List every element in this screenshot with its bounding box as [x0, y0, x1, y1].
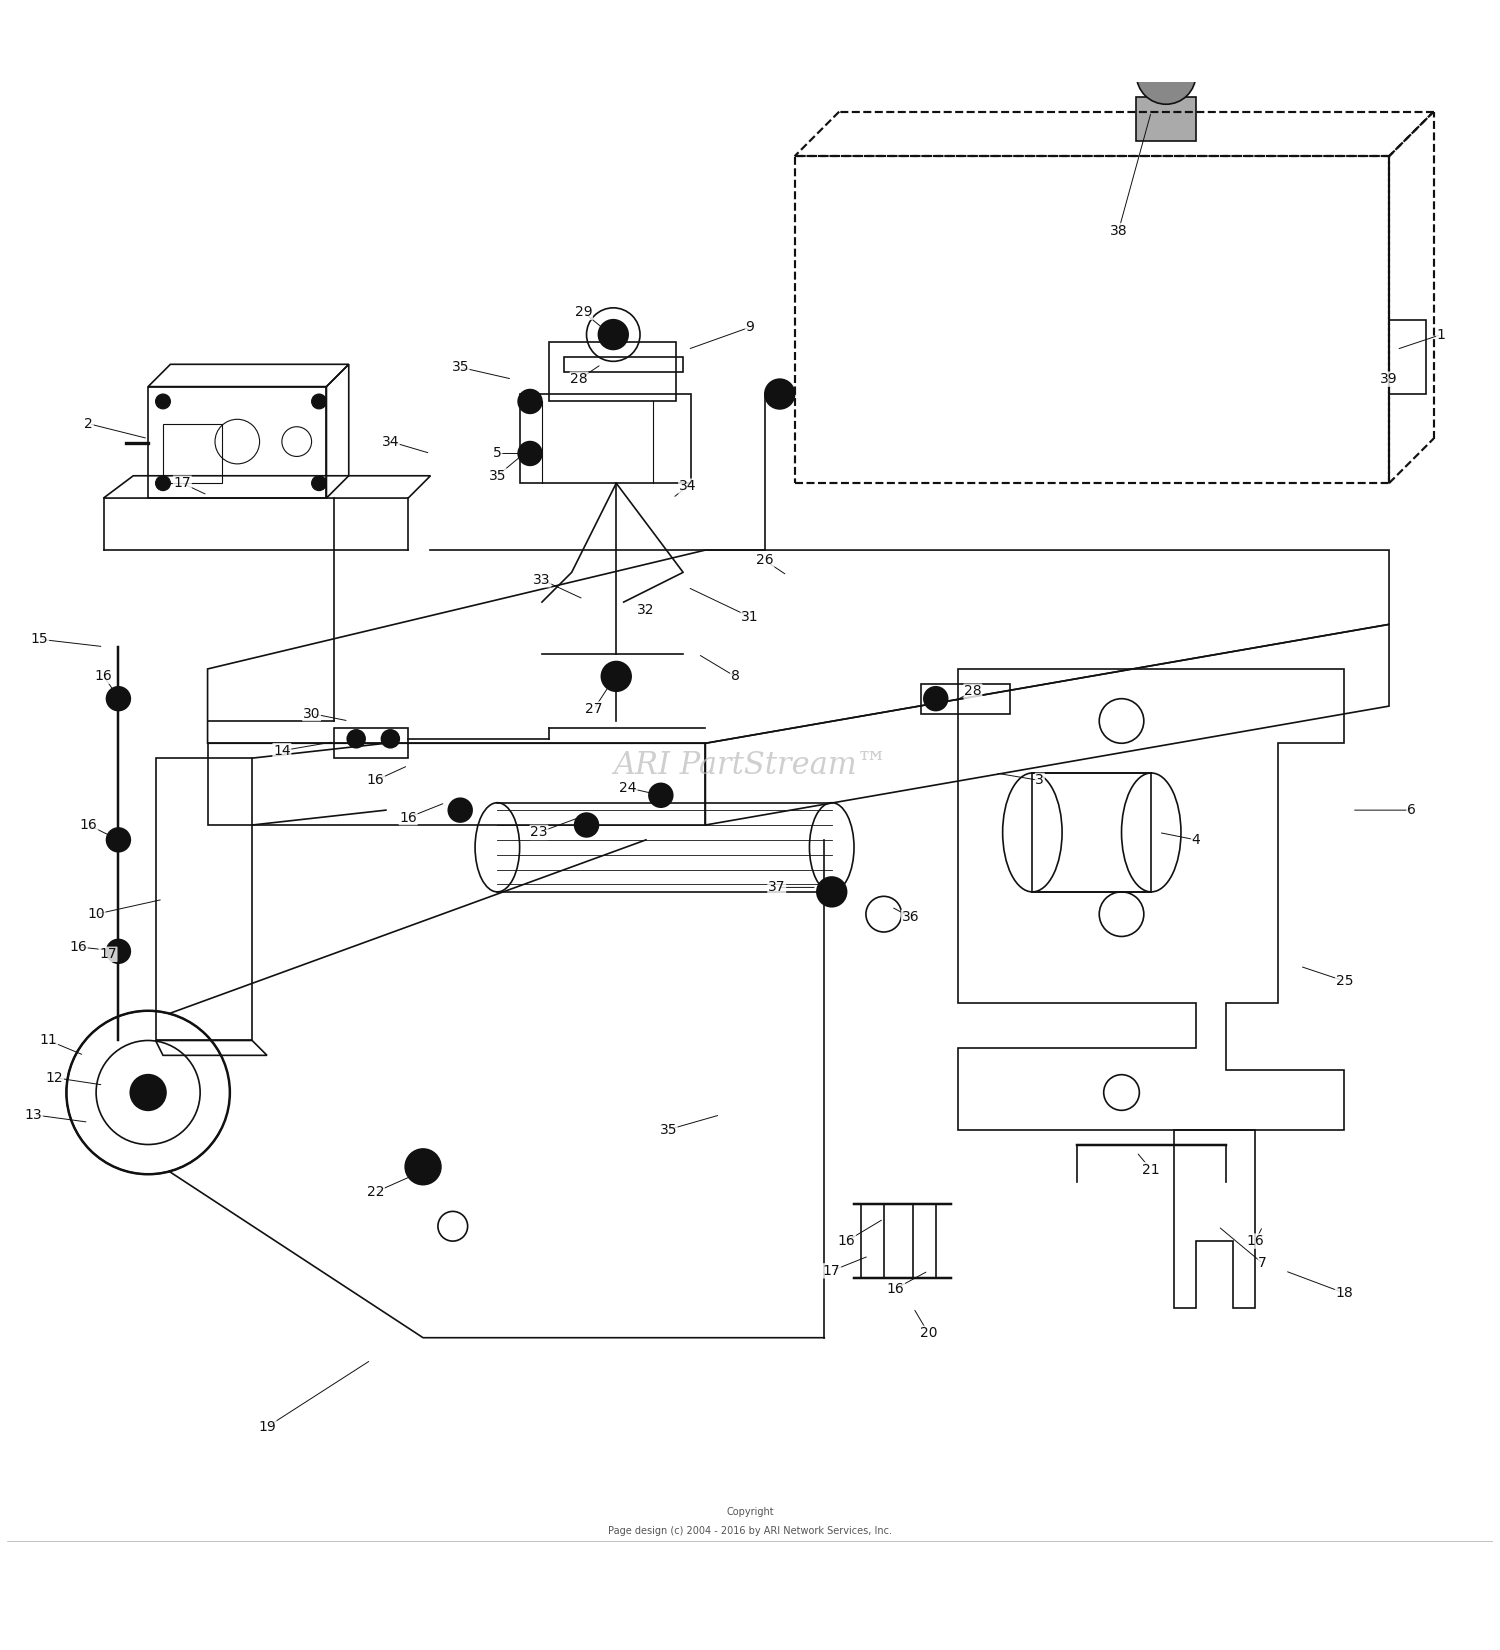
Circle shape	[448, 799, 472, 822]
Circle shape	[312, 394, 327, 409]
Text: 10: 10	[87, 908, 105, 921]
Text: 22: 22	[366, 1185, 384, 1200]
Text: 24: 24	[620, 780, 638, 795]
Circle shape	[312, 475, 327, 490]
Circle shape	[106, 939, 130, 964]
Text: 16: 16	[399, 810, 417, 825]
Bar	[519, 394, 690, 483]
Text: 35: 35	[489, 469, 506, 483]
Text: 26: 26	[756, 553, 774, 568]
Text: 5: 5	[494, 447, 501, 460]
Text: 28: 28	[570, 373, 588, 386]
Text: 31: 31	[741, 610, 759, 624]
Text: 9: 9	[746, 320, 754, 335]
Text: 34: 34	[680, 478, 696, 493]
Text: 20: 20	[920, 1327, 938, 1340]
Circle shape	[574, 813, 598, 837]
Text: 3: 3	[1035, 774, 1044, 787]
Text: Copyright: Copyright	[726, 1506, 774, 1516]
Text: 18: 18	[1335, 1285, 1353, 1300]
Text: 16: 16	[80, 818, 98, 832]
Circle shape	[381, 729, 399, 747]
Text: 38: 38	[1110, 223, 1128, 238]
Text: 16: 16	[366, 774, 384, 787]
Text: 7: 7	[1258, 1256, 1268, 1270]
Text: 16: 16	[1246, 1234, 1264, 1247]
Text: 32: 32	[638, 602, 654, 617]
Circle shape	[765, 380, 795, 409]
Bar	[921, 683, 1010, 713]
Circle shape	[518, 442, 542, 465]
Text: 34: 34	[381, 434, 399, 449]
Text: 16: 16	[94, 670, 112, 683]
Circle shape	[818, 878, 846, 908]
Text: 1: 1	[1437, 328, 1446, 342]
Text: 16: 16	[837, 1234, 855, 1247]
Text: 4: 4	[1191, 833, 1200, 846]
Text: 12: 12	[45, 1071, 63, 1084]
Text: 28: 28	[964, 685, 981, 698]
Circle shape	[1137, 45, 1196, 104]
Text: 35: 35	[660, 1122, 676, 1137]
Bar	[549, 342, 675, 401]
Text: 19: 19	[258, 1421, 276, 1434]
Text: 30: 30	[303, 706, 321, 721]
Circle shape	[924, 686, 948, 711]
Circle shape	[130, 1074, 166, 1110]
Circle shape	[156, 475, 171, 490]
Bar	[1137, 97, 1196, 142]
Circle shape	[156, 394, 171, 409]
Bar	[1389, 320, 1426, 394]
Text: 25: 25	[1335, 974, 1353, 988]
Text: 16: 16	[886, 1282, 904, 1295]
Text: ARI PartStream™: ARI PartStream™	[614, 751, 886, 780]
Text: 17: 17	[99, 947, 117, 962]
Text: 21: 21	[1143, 1163, 1160, 1176]
Circle shape	[405, 1148, 441, 1185]
Text: 39: 39	[1380, 373, 1398, 386]
Text: 17: 17	[174, 477, 190, 490]
Text: Page design (c) 2004 - 2016 by ARI Network Services, Inc.: Page design (c) 2004 - 2016 by ARI Netwo…	[608, 1526, 892, 1536]
Text: 14: 14	[273, 744, 291, 757]
Circle shape	[518, 389, 542, 414]
Circle shape	[106, 686, 130, 711]
Text: 6: 6	[1407, 804, 1416, 817]
Text: 2: 2	[84, 417, 93, 431]
Bar	[148, 386, 327, 498]
Text: 13: 13	[26, 1107, 42, 1122]
Text: 29: 29	[574, 305, 592, 320]
Circle shape	[106, 828, 130, 851]
Bar	[1032, 772, 1150, 893]
Bar	[164, 424, 222, 483]
Text: 16: 16	[69, 940, 87, 954]
Circle shape	[598, 320, 628, 350]
Text: 8: 8	[730, 670, 740, 683]
Circle shape	[348, 729, 364, 747]
Circle shape	[602, 662, 632, 691]
Circle shape	[650, 784, 672, 807]
Text: 17: 17	[824, 1264, 840, 1277]
Text: 23: 23	[530, 825, 548, 840]
Bar	[795, 157, 1389, 483]
Text: 15: 15	[32, 632, 48, 647]
Text: 36: 36	[902, 911, 920, 924]
Text: 35: 35	[452, 360, 470, 375]
Text: 37: 37	[768, 881, 786, 894]
Text: 33: 33	[532, 573, 550, 587]
Text: 27: 27	[585, 703, 603, 716]
Text: 11: 11	[39, 1033, 57, 1048]
